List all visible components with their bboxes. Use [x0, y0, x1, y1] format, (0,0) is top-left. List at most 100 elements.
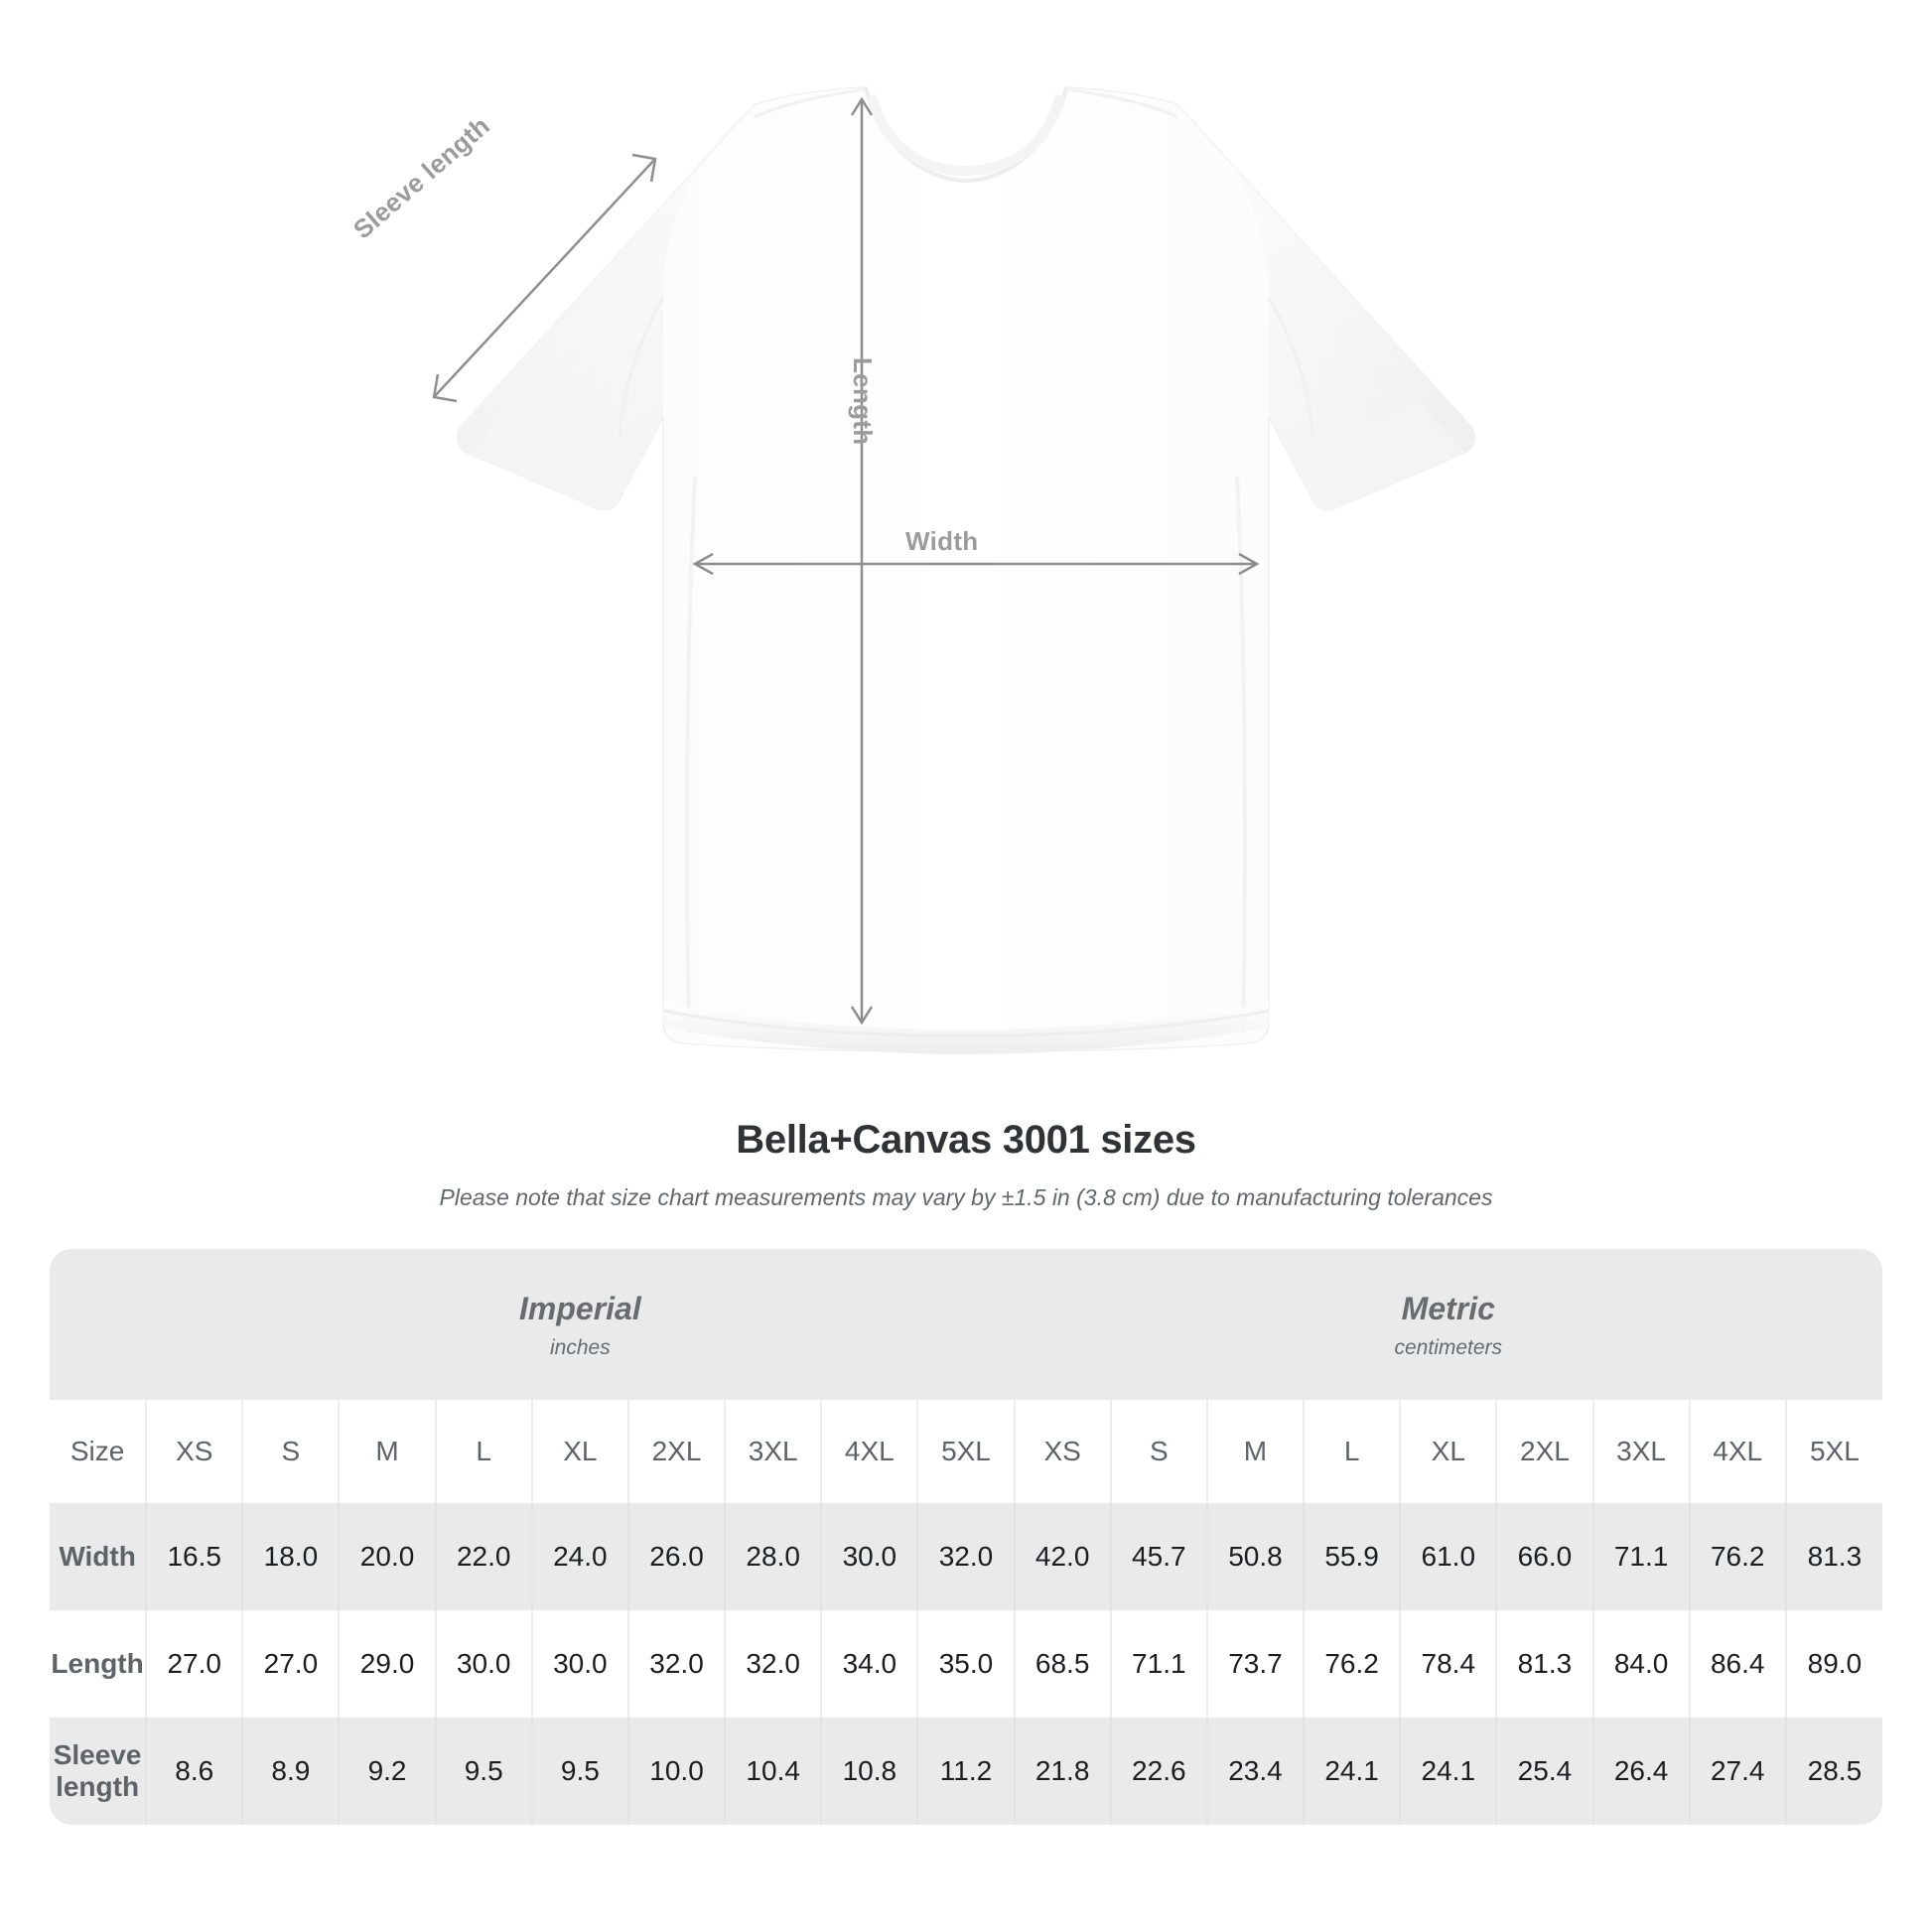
cell-width-imperial-4xl: 30.0	[820, 1503, 918, 1610]
cell-length-metric-m: 73.7	[1205, 1610, 1305, 1718]
cell-sleeve-length-imperial-xl: 9.5	[530, 1718, 628, 1825]
cell-length-metric-4xl: 86.4	[1688, 1610, 1786, 1718]
table-row: Sleeve length 8.6 8.9 9.2 9.5 9.5 10.0 10.4 10.8…	[50, 1718, 1882, 1825]
cell-width-metric-2xl: 66.0	[1495, 1503, 1593, 1610]
cell-width-imperial-5xl: 32.0	[916, 1503, 1015, 1610]
cell-length-metric-xl: 78.4	[1399, 1610, 1497, 1718]
cell-sleeve-length-metric-s: 22.6	[1109, 1718, 1207, 1825]
size-header-imperial-2xl: 2XL	[626, 1400, 726, 1503]
cell-length-imperial-xl: 30.0	[530, 1610, 628, 1718]
size-header-imperial-4xl: 4XL	[820, 1400, 918, 1503]
cell-width-metric-xs: 42.0	[1013, 1503, 1111, 1610]
tshirt-body-shape	[456, 86, 1476, 1054]
size-header-metric-5xl: 5XL	[1784, 1400, 1882, 1503]
size-header-imperial-xs: XS	[145, 1400, 243, 1503]
cell-length-imperial-5xl: 35.0	[916, 1610, 1015, 1718]
size-header-row: Size XS S M L XL 2XL 3XL 4XL 5XL XS S M L XL 2XL 3XL 4XL…	[50, 1400, 1882, 1503]
size-header-metric-4xl: 4XL	[1688, 1400, 1786, 1503]
size-header-imperial-3xl: 3XL	[724, 1400, 822, 1503]
cell-sleeve-length-imperial-2xl: 10.0	[626, 1718, 726, 1825]
unit-name-metric: Metric	[1401, 1291, 1495, 1326]
cell-sleeve-length-metric-m: 23.4	[1205, 1718, 1305, 1825]
cell-width-imperial-3xl: 28.0	[724, 1503, 822, 1610]
sleeve-length-dimension-arrow	[432, 153, 657, 403]
table-row: Width 16.5 18.0 20.0 22.0 24.0 26.0 28.0 30.0 32.…	[50, 1503, 1882, 1610]
cell-width-imperial-xs: 16.5	[145, 1503, 243, 1610]
length-label: Length	[848, 357, 878, 446]
size-header-metric-2xl: 2XL	[1495, 1400, 1593, 1503]
size-header-imperial-m: M	[338, 1400, 436, 1503]
size-header-imperial-xl: XL	[530, 1400, 628, 1503]
cell-sleeve-length-imperial-s: 8.9	[241, 1718, 340, 1825]
row-label-length: Length	[50, 1610, 147, 1718]
size-header-imperial-s: S	[241, 1400, 340, 1503]
cell-sleeve-length-metric-l: 24.1	[1303, 1718, 1401, 1825]
cell-sleeve-length-metric-3xl: 26.4	[1591, 1718, 1690, 1825]
cell-width-metric-4xl: 76.2	[1688, 1503, 1786, 1610]
cell-width-metric-s: 45.7	[1109, 1503, 1207, 1610]
size-header-metric-s: S	[1109, 1400, 1207, 1503]
cell-length-metric-3xl: 84.0	[1591, 1610, 1690, 1718]
width-label: Width	[905, 526, 979, 556]
cell-sleeve-length-metric-4xl: 27.4	[1688, 1718, 1786, 1825]
cell-sleeve-length-imperial-m: 9.2	[338, 1718, 436, 1825]
cell-width-metric-5xl: 81.3	[1784, 1503, 1882, 1610]
tshirt-diagram: Sleeve length Length Width	[347, 86, 1476, 1054]
unit-banner-imperial: Imperial inches	[146, 1249, 1015, 1400]
cell-sleeve-length-imperial-xs: 8.6	[145, 1718, 243, 1825]
cell-length-imperial-m: 29.0	[338, 1610, 436, 1718]
size-table: Imperial inches Metric centimeters Size …	[50, 1249, 1882, 1825]
cell-width-imperial-2xl: 26.0	[626, 1503, 726, 1610]
size-header-metric-l: L	[1303, 1400, 1401, 1503]
cell-sleeve-length-metric-xs: 21.8	[1013, 1718, 1111, 1825]
cell-sleeve-length-imperial-5xl: 11.2	[916, 1718, 1015, 1825]
unit-banner-row: Imperial inches Metric centimeters	[50, 1249, 1882, 1400]
unit-sub-imperial: inches	[550, 1336, 611, 1359]
row-label-sleeve-length: Sleeve length	[50, 1718, 147, 1825]
cell-sleeve-length-imperial-3xl: 10.4	[724, 1718, 822, 1825]
cell-length-imperial-4xl: 34.0	[820, 1610, 918, 1718]
cell-sleeve-length-metric-xl: 24.1	[1399, 1718, 1497, 1825]
cell-length-imperial-3xl: 32.0	[724, 1610, 822, 1718]
cell-width-metric-m: 50.8	[1205, 1503, 1305, 1610]
size-header-metric-xl: XL	[1399, 1400, 1497, 1503]
unit-banner-spacer	[50, 1249, 147, 1400]
tshirt-illustration	[432, 86, 1476, 1054]
cell-width-metric-xl: 61.0	[1399, 1503, 1497, 1610]
cell-length-metric-xs: 68.5	[1013, 1610, 1111, 1718]
cell-sleeve-length-metric-5xl: 28.5	[1784, 1718, 1882, 1825]
cell-width-metric-l: 55.9	[1303, 1503, 1401, 1610]
cell-width-imperial-s: 18.0	[241, 1503, 340, 1610]
size-header-imperial-5xl: 5XL	[916, 1400, 1015, 1503]
cell-length-imperial-2xl: 32.0	[626, 1610, 726, 1718]
size-header-metric-3xl: 3XL	[1591, 1400, 1690, 1503]
cell-length-metric-5xl: 89.0	[1784, 1610, 1882, 1718]
cell-width-metric-3xl: 71.1	[1591, 1503, 1690, 1610]
row-label-width: Width	[50, 1503, 147, 1610]
cell-length-metric-l: 76.2	[1303, 1610, 1401, 1718]
cell-width-imperial-xl: 24.0	[530, 1503, 628, 1610]
width-dimension-arrow	[692, 552, 1260, 576]
cell-width-imperial-m: 20.0	[338, 1503, 436, 1610]
size-header-label: Size	[50, 1400, 147, 1503]
cell-length-imperial-l: 30.0	[434, 1610, 532, 1718]
page-title: Bella+Canvas 3001 sizes	[736, 1118, 1196, 1162]
length-dimension-arrow	[850, 96, 874, 1026]
cell-length-imperial-s: 27.0	[241, 1610, 340, 1718]
size-header-imperial-l: L	[434, 1400, 532, 1503]
cell-sleeve-length-imperial-l: 9.5	[434, 1718, 532, 1825]
tolerance-note: Please note that size chart measurements…	[439, 1184, 1493, 1210]
cell-length-imperial-xs: 27.0	[145, 1610, 243, 1718]
cell-sleeve-length-metric-2xl: 25.4	[1495, 1718, 1593, 1825]
size-header-metric-m: M	[1205, 1400, 1305, 1503]
cell-sleeve-length-imperial-4xl: 10.8	[820, 1718, 918, 1825]
size-header-metric-xs: XS	[1013, 1400, 1111, 1503]
unit-sub-metric: centimeters	[1394, 1336, 1503, 1359]
cell-length-metric-s: 71.1	[1109, 1610, 1207, 1718]
cell-length-metric-2xl: 81.3	[1495, 1610, 1593, 1718]
unit-name-imperial: Imperial	[519, 1291, 641, 1326]
table-row: Length 27.0 27.0 29.0 30.0 30.0 32.0 32.0 34.0 35…	[50, 1610, 1882, 1718]
cell-width-imperial-l: 22.0	[434, 1503, 532, 1610]
title-block: Bella+Canvas 3001 sizes Please note that…	[0, 1118, 1932, 1211]
